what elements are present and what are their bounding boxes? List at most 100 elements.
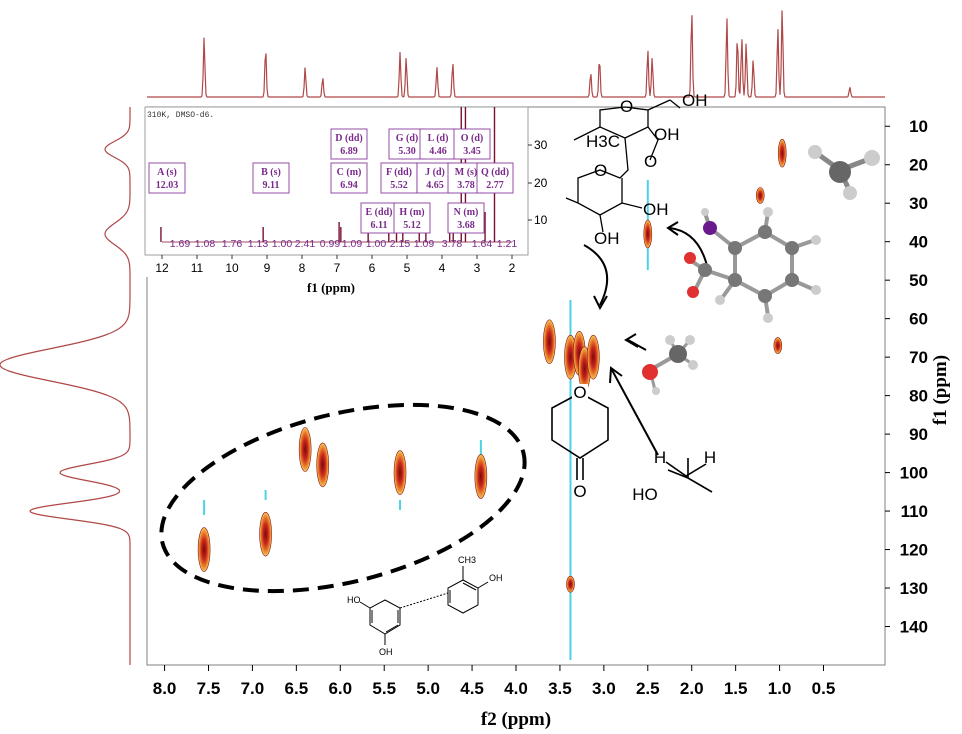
inset-integral-value: 1.69: [170, 238, 191, 250]
label-box-value: 4.65: [426, 180, 444, 191]
label-box-value: 9.11: [263, 180, 280, 191]
label-box-frame: [380, 162, 418, 194]
cross-peak: [777, 138, 787, 168]
label-box-name: E (dd): [366, 207, 393, 218]
inset-integral-value: 1.09: [342, 238, 363, 250]
label-box-frame: [330, 128, 368, 160]
sugar-o-3: O: [594, 161, 607, 180]
inset-peak-label-box: E (dd) 6.11: [360, 202, 398, 234]
y-tick-label: 40: [909, 233, 928, 252]
label-box-frame: [148, 162, 186, 194]
inset-integral-value: 1.00: [272, 238, 293, 250]
inset-header: 310K, DMSO-d6.: [147, 111, 214, 120]
methanol-ho: HO: [632, 485, 658, 504]
label-box-name: N (m): [454, 207, 479, 218]
x-tick-label: 1.5: [724, 679, 748, 698]
cross-peak: [393, 450, 407, 495]
aromatic-region-ellipse: [159, 402, 527, 594]
pyranone-o-ring: O: [573, 383, 586, 402]
x-tick-label: 7.5: [197, 679, 221, 698]
label-box-value: 6.94: [340, 180, 358, 191]
inset-integral-value: 1.00: [366, 238, 387, 250]
y-tick-label: 50: [909, 271, 928, 290]
inset-axis-ticks: 12 11 10 9 8 7 6 5 4 3 2 30 20 10: [155, 138, 547, 275]
label-box-value: 6.89: [340, 146, 358, 157]
inset-1h-spectrum: 310K, DMSO-d6. 12 11 10 9 8 7 6 5 4 3 2 30 20 10 f1 (…: [144, 106, 548, 295]
x-tick-label: 5.5: [372, 679, 396, 698]
inset-peak-label-box: H (m) 5.12: [393, 202, 431, 234]
y-tick-label: 30: [909, 194, 928, 213]
x-tick-label: 1.0: [768, 679, 792, 698]
disaccharide-structure: [565, 99, 681, 233]
polyphenol-oh-right: OH: [489, 573, 503, 583]
inset-x-tick-label: 8: [299, 261, 306, 275]
methanol-structure: [665, 458, 713, 493]
x-tick-label: 7.0: [241, 679, 265, 698]
label-box-name: F (dd): [386, 167, 412, 178]
inset-peak-label-box: Q (dd) 2.77: [476, 162, 514, 194]
cross-peak: [197, 527, 211, 572]
inset-integral-value: 1.21: [497, 238, 518, 250]
inset-integral-value: 3.78: [442, 238, 463, 250]
sugar-oh-1: OH: [682, 91, 708, 110]
label-box-frame: [393, 202, 431, 234]
x-tick-label: 4.0: [504, 679, 528, 698]
inset-peak-label-box: L (d) 4.46: [419, 128, 457, 160]
label-box-name: L (d): [428, 133, 449, 144]
inset-integral-value: 1.64: [472, 238, 493, 250]
y-tick-label: 90: [909, 425, 928, 444]
sugar-oh-4: OH: [594, 229, 620, 248]
label-box-frame: [453, 128, 491, 160]
x-tick-label: 4.5: [460, 679, 484, 698]
label-box-name: Q (dd): [481, 167, 509, 178]
label-box-name: H (m): [399, 207, 424, 218]
cross-peak: [755, 187, 765, 204]
label-box-frame: [416, 162, 454, 194]
inset-integral-value: 2.41: [295, 238, 316, 250]
cross-peak: [259, 511, 272, 557]
x-tick-label: 8.0: [153, 679, 177, 698]
y-tick-label: 70: [909, 348, 928, 367]
inset-peak-label-box: J (d) 4.65: [416, 162, 454, 194]
inset-x-tick-label: 5: [404, 261, 411, 275]
y-tick-label: 120: [900, 541, 928, 560]
cross-peak: [566, 575, 575, 593]
sugar-methyl-label: H3C: [586, 132, 620, 151]
label-box-value: 5.12: [403, 220, 421, 231]
label-box-name: A (s): [157, 167, 177, 178]
methanol-h-1: H: [654, 448, 666, 467]
sugar-o-1: O: [620, 97, 633, 116]
inset-frame: [144, 106, 529, 256]
label-box-name: C (m): [337, 167, 362, 178]
inset-y-tick-label: 10: [534, 213, 548, 227]
cross-peak: [543, 319, 556, 365]
inset-peak-label-box: C (m) 6.94: [330, 162, 368, 194]
label-box-frame: [252, 162, 290, 194]
inset-x-tick-label: 11: [191, 261, 204, 275]
inset-x-tick-label: 4: [439, 261, 446, 275]
pyranone-structure: [551, 392, 609, 480]
methanol-h-2: H: [704, 448, 716, 467]
inset-peak-label-box: A (s) 12.03: [148, 162, 186, 194]
inset-integrals: 1.69 1.08 1.76 1.13 1.00 2.41 0.99 1.09 1.00 2.15…: [170, 238, 518, 250]
label-box-name: M (s): [455, 167, 478, 178]
sugar-oh-2: OH: [654, 125, 680, 144]
label-box-value: 2.77: [486, 180, 504, 191]
methyl-ball-model: [808, 145, 880, 200]
cross-peak: [773, 337, 783, 354]
sugar-oh-3: OH: [643, 200, 669, 219]
y-axis-title: f1 (ppm): [930, 355, 951, 425]
y-tick-label: 60: [909, 310, 928, 329]
inset-peak-label-box: D (dd) 6.89: [330, 128, 368, 160]
x-tick-label: 6.0: [328, 679, 352, 698]
inset-x-tick-label: 10: [225, 261, 239, 275]
polyphenol-structure: [359, 566, 489, 645]
label-box-value: 12.03: [156, 180, 179, 191]
inset-integral-value: 1.13: [248, 238, 269, 250]
x-tick-label: 6.5: [285, 679, 309, 698]
inset-integral-value: 1.08: [195, 238, 216, 250]
inset-integral-value: 2.15: [390, 238, 411, 250]
cross-peak: [643, 219, 653, 249]
inset-peak-label-box: F (dd) 5.52: [380, 162, 418, 194]
